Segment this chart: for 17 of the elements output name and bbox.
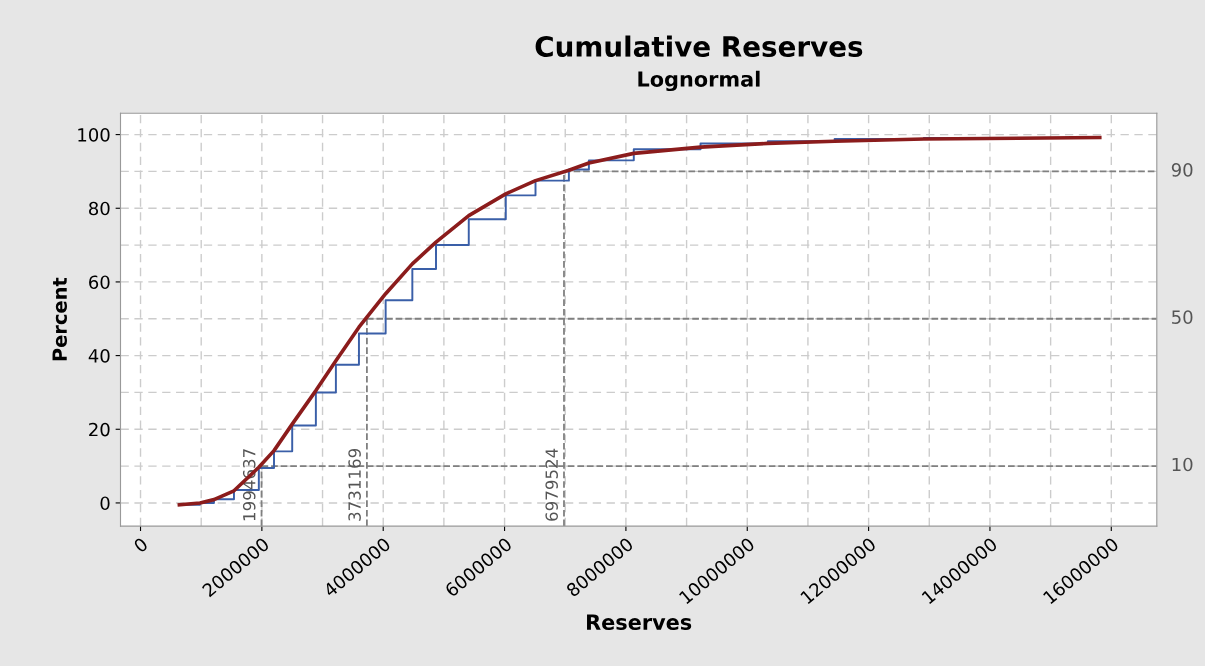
x-tick-label: 0 xyxy=(132,536,149,554)
ref-line-label: 1994637 xyxy=(242,449,256,521)
y-tick-label: 80 xyxy=(89,201,110,216)
ref-line-label: 10 xyxy=(1172,457,1193,472)
y-tick-label: 20 xyxy=(89,422,110,437)
ref-line-label: 6979524 xyxy=(545,448,558,521)
chart-title: Cumulative Reserves xyxy=(535,35,863,57)
ref-line-label: 3731169 xyxy=(348,448,361,521)
y-tick-label: 40 xyxy=(88,349,110,363)
y-tick-label: 0 xyxy=(100,496,110,511)
y-axis-title: Percent xyxy=(52,277,67,361)
ref-line-label: 90 xyxy=(1171,163,1193,177)
y-tick-label: 60 xyxy=(89,275,110,290)
chart-subtitle: Lognormal xyxy=(638,70,760,92)
ref-line-label: 50 xyxy=(1172,310,1193,324)
x-axis-title: Reserves xyxy=(587,614,692,630)
y-tick-label: 100 xyxy=(78,128,110,142)
